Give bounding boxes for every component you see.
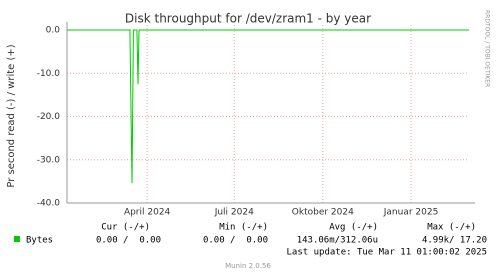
footer: Munin 2.0.56: [225, 262, 271, 270]
y-tick-label: -30.0: [37, 155, 61, 165]
stat-value: 4.99k/ 17.20: [422, 236, 487, 246]
legend-label: Bytes: [26, 236, 53, 246]
x-tick-label: Juli 2024: [214, 208, 254, 218]
stat-header: Cur (-/+): [101, 223, 150, 233]
stat-value: 0.00 / 0.00: [203, 236, 268, 246]
y-tick-label: -40.0: [37, 199, 61, 209]
x-tick-label: Oktober 2024: [292, 208, 354, 218]
last-update: Last update: Tue Mar 11 01:00:02 2025: [287, 248, 487, 258]
legend-swatch: [14, 236, 20, 242]
y-tick-label: -20.0: [37, 112, 61, 122]
stat-header: Max (-/+): [427, 223, 476, 233]
stat-value: 0.00 / 0.00: [96, 236, 161, 246]
y-tick-label: -10.0: [37, 69, 61, 79]
stat-header: Avg (-/+): [329, 223, 378, 233]
y-axis-label: Pr second read (-) / write (+): [6, 44, 17, 187]
stat-header: Min (-/+): [219, 223, 268, 233]
side-label: RRDTOOL / TOBI OETIKER: [484, 10, 491, 87]
y-tick-label: 0.0: [46, 26, 61, 36]
data-line: [67, 29, 469, 184]
stat-value: 143.06m/312.06u: [297, 236, 378, 246]
chart-title: Disk throughput for /dev/zram1 - by year: [125, 12, 371, 26]
x-tick-label: Januar 2025: [383, 208, 439, 218]
x-tick-label: April 2024: [124, 208, 171, 218]
